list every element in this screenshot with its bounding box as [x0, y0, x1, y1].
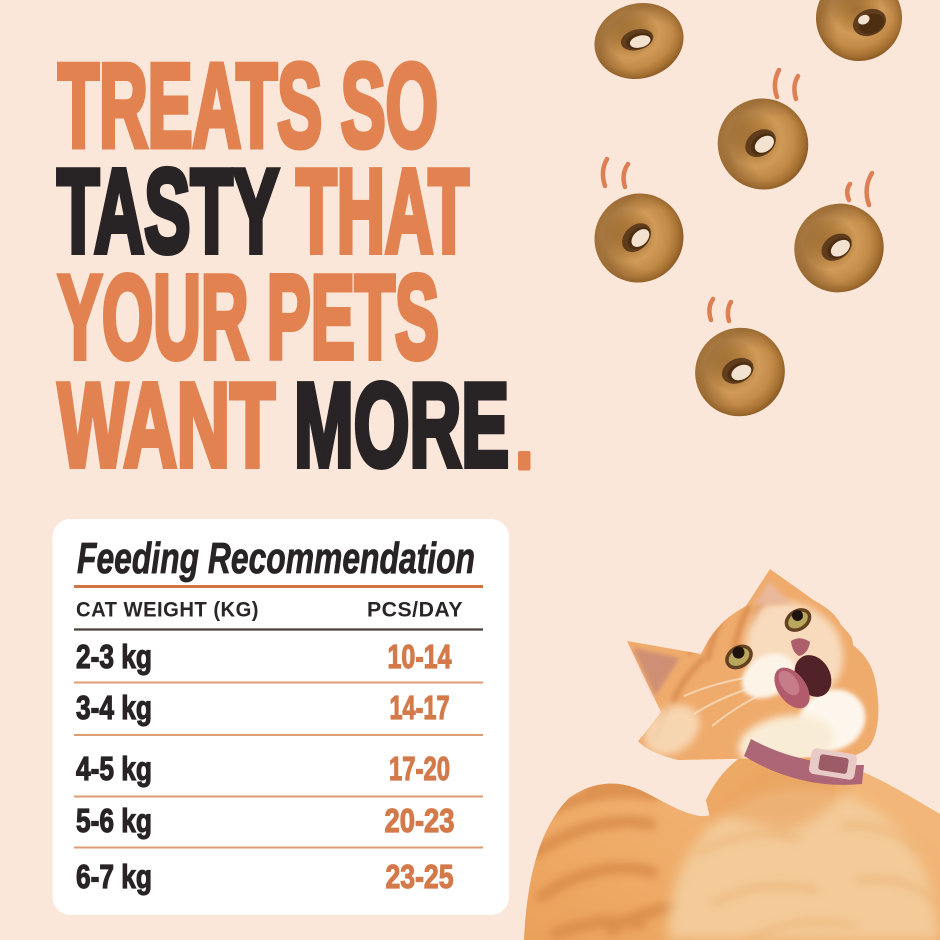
svg-text:20-23: 20-23 [385, 803, 455, 840]
svg-text:17-20: 17-20 [389, 751, 450, 788]
svg-text:10-14: 10-14 [388, 639, 452, 676]
svg-text:WANT: WANT [58, 359, 275, 492]
svg-text:TREATS SO: TREATS SO [58, 40, 438, 173]
svg-text:YOUR PETS: YOUR PETS [58, 251, 439, 384]
svg-text:TASTY: TASTY [57, 145, 279, 278]
svg-text:MORE: MORE [294, 359, 509, 492]
svg-text:3-4 kg: 3-4 kg [76, 690, 152, 727]
svg-text:CAT WEIGHT (KG): CAT WEIGHT (KG) [76, 598, 259, 622]
svg-text:5-6 kg: 5-6 kg [76, 803, 152, 840]
svg-text:Feeding Recommendation: Feeding Recommendation [77, 534, 475, 583]
svg-text:4-5 kg: 4-5 kg [76, 751, 152, 788]
svg-text:PCS/DAY: PCS/DAY [367, 598, 463, 622]
svg-text:2-3 kg: 2-3 kg [76, 639, 152, 676]
svg-text:23-25: 23-25 [386, 859, 454, 896]
svg-text:14-17: 14-17 [390, 690, 450, 727]
svg-text:6-7 kg: 6-7 kg [76, 859, 152, 896]
svg-text:THAT: THAT [296, 145, 469, 278]
